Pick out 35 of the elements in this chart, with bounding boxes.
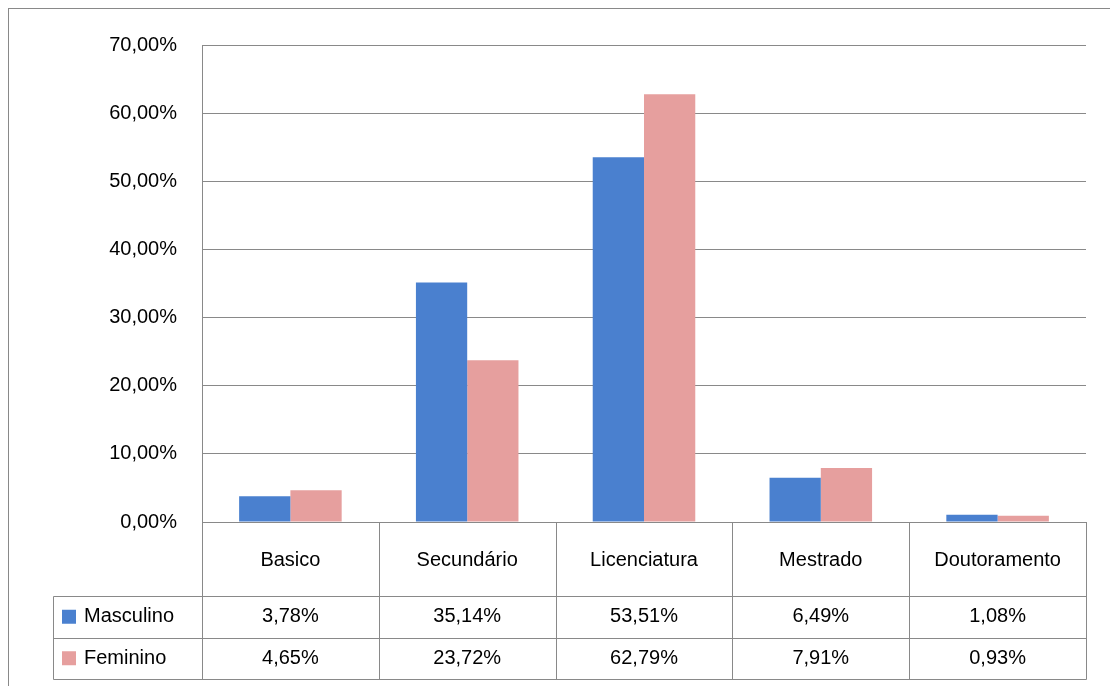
y-tick-label: 50,00% [109, 168, 178, 191]
bar [415, 282, 468, 522]
y-tick-label: 60,00% [109, 100, 178, 123]
bar [592, 157, 644, 522]
x-tick-label: Doutoramento [934, 547, 1061, 570]
x-tick-label: Basico [260, 547, 321, 570]
x-tick-label: Licenciatura [590, 547, 699, 570]
bar [290, 490, 342, 522]
legend-label: Feminino [84, 645, 167, 668]
bar [467, 360, 519, 522]
y-tick-label: 70,00% [109, 32, 178, 55]
data-label: 35,14% [433, 604, 502, 627]
bar [997, 515, 1049, 522]
data-label: 1,08% [969, 604, 1027, 627]
data-label: 4,65% [262, 645, 319, 668]
legend-label: Masculino [84, 604, 175, 627]
bar [239, 496, 291, 522]
y-tick-label: 30,00% [109, 305, 178, 328]
y-tick-label: 20,00% [109, 373, 178, 396]
x-tick-label: Secundário [416, 547, 518, 570]
bar [946, 514, 998, 522]
data-label: 7,91% [792, 645, 850, 668]
bar [769, 477, 821, 522]
data-label: 0,93% [969, 645, 1027, 668]
bar [644, 94, 696, 522]
x-tick-label: Mestrado [779, 547, 863, 570]
y-tick-label: 10,00% [109, 441, 178, 464]
data-label: 62,79% [610, 645, 679, 668]
data-label: 3,78% [262, 604, 319, 627]
bar [820, 468, 873, 522]
data-label: 23,72% [433, 645, 502, 668]
data-label: 53,51% [610, 604, 679, 627]
data-label: 6,49% [792, 604, 850, 627]
y-tick-label: 40,00% [109, 236, 178, 259]
y-tick-label: 0,00% [120, 509, 178, 532]
